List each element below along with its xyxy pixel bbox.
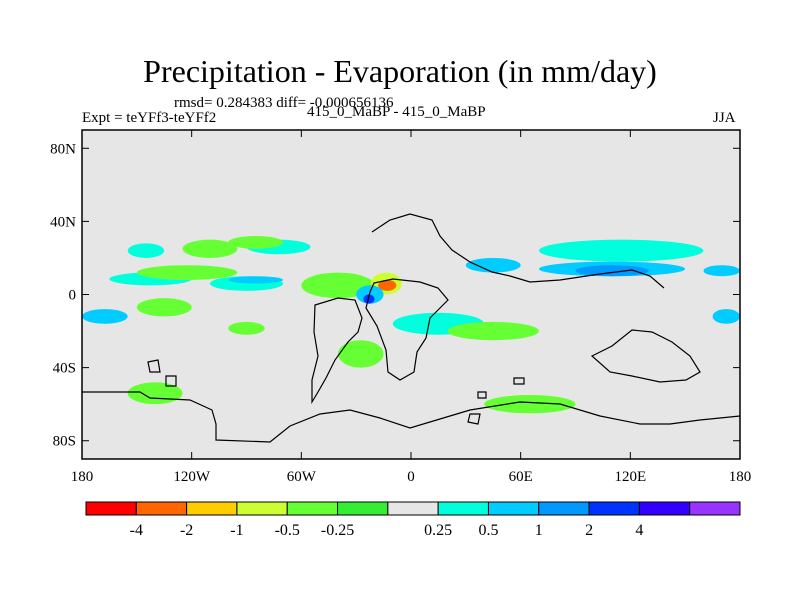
colorbar-label: -0.25 xyxy=(321,522,354,539)
colorbar-label: -1 xyxy=(230,522,243,539)
x-tick-label: 60W xyxy=(287,469,317,485)
colorbar: -4 -2 -1 -0.5 -0.25 0.25 0.5 1 2 4 xyxy=(85,501,741,539)
colorbar-swatch xyxy=(387,501,439,516)
x-tick-label: 120E xyxy=(614,469,646,485)
stats-subtitle: rmsd= 0.284383 diff= -0.000656136 xyxy=(174,95,394,111)
plot-title: Precipitation - Evaporation (in mm/day) xyxy=(143,53,657,89)
y-tick-label: 40N xyxy=(50,214,76,230)
field-region xyxy=(465,257,521,273)
axis-ticks: 80N 40N 0 40S 80S 180 120W 60W 0 60E 120E 180 xyxy=(50,130,751,485)
experiment-label: Expt = teYFf3-teYFf2 xyxy=(82,110,217,126)
field-region xyxy=(127,243,165,258)
field-region xyxy=(82,309,128,324)
coastline-eurasia xyxy=(371,213,665,289)
colorbar-swatch xyxy=(638,501,691,516)
colorbar-swatch xyxy=(85,501,137,516)
coastline-islands xyxy=(147,359,525,425)
colorbar-label: -0.5 xyxy=(275,522,300,539)
colorbar-swatch xyxy=(437,501,489,516)
field-region xyxy=(136,265,238,280)
field-region xyxy=(484,395,576,414)
colorbar-swatch xyxy=(135,501,188,516)
colorbar-label: 2 xyxy=(585,522,593,539)
coastline-layer xyxy=(82,213,741,443)
field-region xyxy=(182,239,238,258)
field-region xyxy=(575,265,649,277)
field-layer xyxy=(82,236,741,414)
colorbar-swatch xyxy=(538,501,590,516)
colorbar-label: 0.25 xyxy=(424,522,452,539)
y-tick-label: 0 xyxy=(69,288,77,304)
colorbar-swatch xyxy=(588,501,640,516)
colorbar-swatch xyxy=(487,501,540,516)
coastline-south-america xyxy=(311,297,363,405)
coastline-africa xyxy=(365,278,449,381)
field-region xyxy=(301,272,375,299)
colorbar-label: 4 xyxy=(635,522,643,539)
map-background xyxy=(82,130,740,459)
field-region xyxy=(712,309,741,324)
x-tick-label: 60E xyxy=(509,469,533,485)
colorbar-label: 1 xyxy=(535,522,543,539)
y-tick-label: 80N xyxy=(50,141,76,157)
field-region xyxy=(538,239,704,262)
x-tick-label: 180 xyxy=(729,469,752,485)
colorbar-swatch xyxy=(286,501,339,516)
x-tick-label: 120W xyxy=(173,469,211,485)
y-tick-label: 80S xyxy=(53,434,76,450)
colorbar-label: -4 xyxy=(130,522,143,539)
field-region xyxy=(363,294,375,304)
colorbar-label: 0.5 xyxy=(478,522,498,539)
field-region xyxy=(378,279,397,291)
season-label: JJA xyxy=(713,110,736,126)
colorbar-label: -2 xyxy=(180,522,193,539)
colorbar-swatch xyxy=(337,501,389,516)
field-region xyxy=(703,265,740,277)
x-tick-label: 180 xyxy=(71,469,94,485)
field-region xyxy=(228,236,284,249)
y-tick-label: 40S xyxy=(53,361,76,377)
colorbar-swatch xyxy=(236,501,288,516)
field-region xyxy=(136,298,192,317)
coastline-australia xyxy=(590,329,701,383)
coastline-antarctica xyxy=(82,391,741,443)
x-tick-label: 0 xyxy=(407,469,415,485)
colorbar-swatch xyxy=(186,501,238,516)
field-region xyxy=(447,321,539,341)
field-region xyxy=(228,321,265,335)
cases-label: 415_0_MaBP - 415_0_MaBP xyxy=(307,104,486,120)
colorbar-swatch xyxy=(689,501,741,516)
field-region xyxy=(228,276,284,284)
field-region xyxy=(337,340,384,368)
